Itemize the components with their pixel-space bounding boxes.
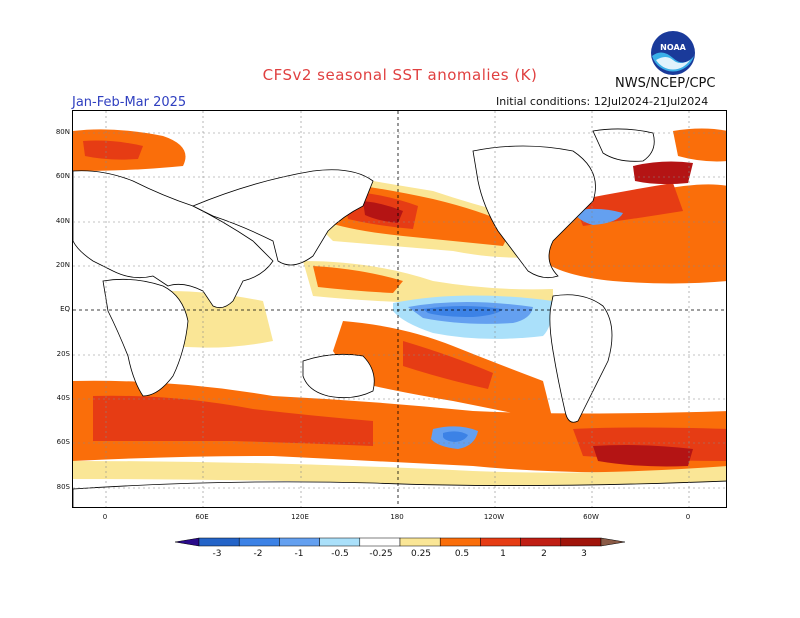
- lon-label-0-east: 0: [685, 513, 691, 521]
- land-south-america: [549, 294, 613, 423]
- anomaly-antarctic-fringe: [73, 461, 726, 487]
- colorbar: [175, 537, 625, 547]
- anomaly-labrador-dark: [633, 161, 693, 185]
- colorbar-arrow-low: [175, 537, 200, 547]
- lat-label-eq: EQ: [60, 305, 70, 313]
- colorbar-arrow-high: [600, 537, 625, 547]
- colorbar-cell: [359, 537, 401, 547]
- lon-label-120e: 120E: [291, 513, 309, 521]
- colorbar-cells: [175, 537, 625, 547]
- anomaly-barents-red: [83, 140, 143, 160]
- colorbar-cell: [399, 537, 441, 547]
- sst-map: [72, 110, 727, 508]
- lon-label-180: 180: [390, 513, 404, 521]
- land-antarctica: [73, 480, 726, 507]
- colorbar-cell: [198, 537, 240, 547]
- land-asia-east: [192, 169, 374, 266]
- land-greenland: [592, 128, 655, 162]
- anomaly-north-pacific-dark: [363, 201, 403, 223]
- colorbar-label-m3: -3: [212, 549, 222, 559]
- colorbar-cell: [560, 537, 602, 547]
- lat-label-60n: 60N: [55, 172, 70, 180]
- lat-label-80s: 80S: [56, 483, 70, 491]
- colorbar-label-m025: -0.25: [369, 549, 393, 559]
- colorbar-cell: [279, 537, 320, 547]
- colorbar-label-m05: -0.5: [331, 549, 349, 559]
- sst-anomaly-field: [73, 111, 726, 507]
- anomaly-south-pacific-red: [403, 341, 493, 389]
- anomaly-tropical-pacific-light: [303, 261, 553, 305]
- lon-label-120w: 120W: [483, 513, 505, 521]
- anomaly-cold-tongue-dark: [423, 306, 503, 317]
- anomaly-southern-cold-core: [443, 431, 468, 442]
- season-label: Jan-Feb-Mar 2025: [72, 95, 187, 110]
- colorbar-label-p05: 0.5: [454, 549, 470, 559]
- anomaly-southern-indian-red: [93, 395, 373, 446]
- anomaly-west-pacific-orange: [313, 266, 403, 293]
- lon-label-60w: 60W: [583, 513, 599, 521]
- colorbar-cell: [319, 537, 361, 547]
- colorbar-label-p1: 1: [500, 549, 506, 559]
- colorbar-label-m1: -1: [294, 549, 304, 559]
- colorbar-cell: [480, 537, 521, 547]
- lat-label-60s: 60S: [56, 438, 70, 446]
- map-reference-lines: [73, 111, 726, 507]
- initial-conditions-label: Initial conditions: 12Jul2024-21Jul2024: [496, 95, 709, 108]
- anomaly-arctic-atlantic-orange: [673, 128, 726, 162]
- colorbar-label-p025: 0.25: [410, 549, 432, 559]
- land-north-america: [472, 145, 596, 279]
- land-africa: [102, 278, 189, 397]
- anomaly-south-atlantic-dark: [593, 445, 693, 467]
- lon-label-60e: 60E: [195, 513, 209, 521]
- lat-label-40s: 40S: [56, 394, 70, 402]
- lat-label-20s: 20S: [56, 350, 70, 358]
- lat-label-80n: 80N: [55, 128, 70, 136]
- lat-label-40n: 40N: [55, 217, 70, 225]
- lat-label-20n: 20N: [55, 261, 70, 269]
- anomaly-gulf-stream-cold: [573, 208, 623, 225]
- colorbar-label-m2: -2: [253, 549, 263, 559]
- colorbar-label-p2: 2: [541, 549, 547, 559]
- colorbar-cell: [439, 537, 481, 547]
- colorbar-label-p3: 3: [581, 549, 587, 559]
- logo-text: NOAA: [660, 43, 686, 52]
- land-australia: [302, 353, 375, 399]
- colorbar-cell: [520, 537, 562, 547]
- map-title: CFSv2 seasonal SST anomalies (K): [262, 66, 538, 84]
- land-masses: [73, 128, 726, 507]
- anomaly-indian-ocean-light: [168, 291, 273, 348]
- colorbar-cell: [238, 537, 280, 547]
- noaa-logo-icon: NOAA: [651, 31, 695, 75]
- anomaly-southern-ocean-orange: [73, 380, 726, 473]
- land-eurasia-west: [73, 170, 274, 309]
- lon-label-0: 0: [102, 513, 108, 521]
- map-gridlines: [73, 111, 726, 507]
- agency-label: NWS/NCEP/CPC: [615, 76, 716, 91]
